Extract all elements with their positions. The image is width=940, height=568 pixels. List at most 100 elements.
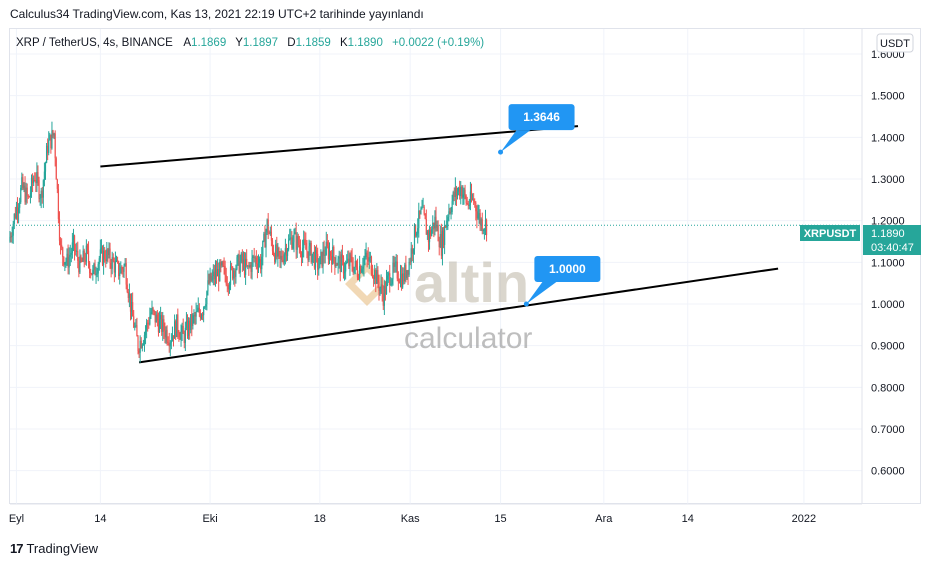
candle (461, 185, 463, 199)
candle-body (285, 248, 288, 256)
candle (246, 249, 248, 268)
candle (73, 234, 76, 261)
last-price-countdown: 03:40:47 (871, 242, 914, 254)
candle (142, 339, 144, 346)
candle-body (476, 211, 478, 219)
legend-low: 1.1859 (296, 37, 331, 49)
candle (41, 186, 43, 204)
y-axis[interactable]: 0.6000 0.7000 0.8000 0.9000 1.0000 1.1000 1.20… (861, 29, 905, 504)
candle (179, 331, 181, 340)
candle (134, 322, 136, 331)
candle (413, 223, 416, 255)
candle-body (22, 177, 24, 189)
candle-body (183, 333, 185, 343)
candle (10, 232, 12, 243)
candle (279, 250, 281, 268)
candle-body (23, 185, 25, 189)
candle-body (410, 248, 412, 263)
candle (247, 265, 249, 270)
x-tick-label: 18 (314, 513, 326, 525)
candle-body (143, 334, 146, 344)
candle-body (314, 250, 317, 268)
currency-badge[interactable]: USDT (876, 33, 914, 53)
candle-body (328, 251, 331, 260)
candle-body (168, 343, 170, 347)
candle (178, 329, 180, 342)
candle (52, 129, 54, 139)
legend-close-label: K (340, 37, 348, 49)
candle-body (120, 266, 122, 274)
candle-body (72, 235, 75, 243)
candle-body (29, 193, 32, 197)
candle-body (251, 257, 253, 272)
candle (21, 172, 23, 191)
candle (123, 263, 125, 278)
candle-body (61, 244, 63, 248)
candle (409, 257, 411, 266)
candle-body (182, 325, 184, 334)
x-tick-label: 2022 (792, 513, 816, 525)
candle-body (434, 216, 436, 229)
candle-body (126, 284, 128, 293)
candle (110, 258, 112, 278)
candle-body (102, 250, 105, 265)
candle-body (480, 219, 482, 226)
candle (108, 242, 110, 259)
candle-body (339, 256, 341, 272)
candle (58, 211, 61, 246)
candle-body (375, 270, 377, 284)
candle (272, 244, 275, 257)
candle-body (318, 268, 320, 270)
candle (297, 233, 299, 248)
candle-body (380, 284, 382, 288)
candle-body (54, 133, 56, 159)
candle (371, 264, 374, 279)
candle (288, 234, 290, 252)
candle (69, 244, 71, 267)
candle-body (364, 256, 366, 258)
candle (333, 245, 335, 264)
candle-body (191, 314, 193, 326)
candle (485, 218, 488, 242)
candle (463, 187, 465, 205)
candle-body (142, 343, 144, 345)
candle-body (453, 192, 455, 197)
candle-body (158, 319, 161, 333)
candle-body (332, 246, 334, 265)
candle-body (133, 316, 135, 328)
candle (286, 247, 289, 261)
candle-body (450, 212, 452, 214)
candle-body (256, 263, 259, 269)
publish-header: Calculus34 TradingView.com, Kas 13, 2021… (10, 7, 424, 21)
candle-body (418, 210, 420, 229)
candle (468, 198, 470, 210)
candle (61, 238, 63, 251)
candle (325, 231, 327, 256)
legend-symbol: XRP / TetherUS, 4s, BINANCE (16, 37, 173, 49)
candle (101, 245, 104, 267)
candle (464, 184, 466, 200)
candle (469, 181, 472, 211)
candle (45, 142, 48, 164)
candle (284, 238, 286, 265)
footer-brand[interactable]: 17 TradingView (10, 541, 98, 556)
candle-body (295, 232, 297, 250)
x-axis[interactable]: Eyl 14 Eki 18 Kas 15 Ara 14 2022 (9, 503, 862, 525)
candle (47, 138, 49, 161)
candle-body (112, 257, 114, 262)
candle-body (370, 256, 373, 274)
candle (92, 265, 94, 281)
candle (278, 246, 280, 259)
candle-body (128, 293, 131, 298)
candle (181, 322, 183, 342)
candle-body (460, 186, 462, 196)
candle-body (299, 247, 302, 254)
candle (377, 266, 379, 289)
candle (473, 193, 475, 205)
candle (368, 251, 370, 269)
candle-body (437, 224, 439, 242)
candle (314, 246, 317, 276)
candle (176, 314, 178, 338)
candle-body (483, 229, 486, 231)
